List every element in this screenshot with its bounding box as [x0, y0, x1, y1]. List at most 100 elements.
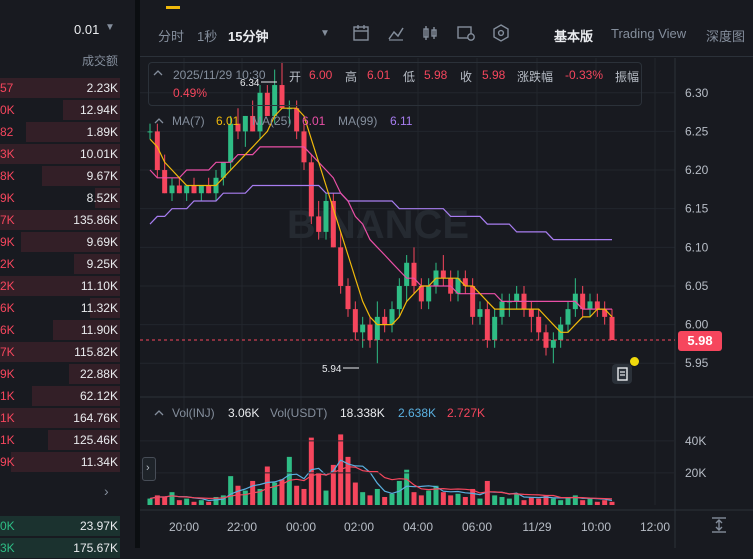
- scroll-left-handle[interactable]: ›: [142, 457, 156, 481]
- y-tick-label: 6.30: [685, 86, 709, 100]
- volume-bar: [213, 496, 219, 505]
- price-precision[interactable]: 0.01: [74, 22, 100, 37]
- volume-bar: [492, 495, 498, 505]
- x-tick-label: 00:00: [286, 520, 316, 534]
- candle-body: [404, 262, 410, 286]
- candle-body: [169, 185, 175, 194]
- trades-panel: 0.01 ▼ 成交额 57 2.23K 0K 12.94K 82 1.89K 3K 10.01…: [0, 0, 135, 558]
- trade-amount: 22.88K: [79, 367, 118, 381]
- y-tick-label: 6.15: [685, 202, 709, 216]
- trade-price: 2K: [0, 257, 15, 271]
- trade-price: 9K: [0, 367, 15, 381]
- trade-amount: 1.89K: [86, 125, 118, 139]
- candle-body: [462, 278, 468, 286]
- y-tick-label: 6.25: [685, 124, 709, 138]
- depth-bar: [11, 452, 120, 472]
- x-tick-label: 10:00: [581, 520, 611, 534]
- trade-amount: 9.67K: [86, 169, 118, 183]
- axis-scale-icon[interactable]: [710, 516, 728, 534]
- tab-time[interactable]: 分时: [158, 29, 185, 44]
- trade-amount: 164.76K: [73, 411, 118, 425]
- chevron-down-icon[interactable]: ▼: [105, 22, 115, 33]
- vol-usdt-value: 18.338K: [340, 406, 385, 420]
- candle-body: [308, 162, 314, 217]
- volume-bar: [609, 501, 615, 505]
- candle-body: [191, 185, 197, 194]
- tab-basic[interactable]: 基本版: [554, 29, 594, 44]
- volume-bar: [162, 496, 168, 505]
- trade-row: 0K 12.94K: [0, 99, 120, 121]
- volume-bar: [587, 498, 593, 505]
- volume-bar: [594, 501, 600, 505]
- vol-ma2-value: 2.727K: [447, 406, 486, 420]
- trade-amount: 175.67K: [73, 541, 118, 555]
- ma99-value: 6.11: [390, 114, 413, 128]
- volume-bar: [565, 496, 571, 505]
- depth-bar: [90, 298, 120, 318]
- open-label: 开: [289, 70, 302, 84]
- x-tick-label: 12:00: [640, 520, 670, 534]
- indicator-chart-icon[interactable]: [387, 24, 405, 42]
- hexagon-settings-icon[interactable]: [492, 24, 510, 42]
- trade-row: 0K 23.97K: [0, 515, 120, 537]
- candle-body: [264, 92, 270, 116]
- trade-price: 9K: [0, 191, 15, 205]
- tab-15m[interactable]: 15分钟: [228, 29, 269, 44]
- candlestick-chart[interactable]: 6.30 6.25 6.20 6.15 6.10 6.05 6.00 5.95 20:00 22:…: [140, 0, 753, 548]
- candle-body: [228, 123, 234, 163]
- tab-depth[interactable]: 深度图: [706, 29, 746, 44]
- candle-body: [147, 131, 153, 133]
- x-tick-label: 11/29: [522, 520, 551, 534]
- tab-tradingview[interactable]: Trading View: [611, 26, 687, 41]
- chevron-right-small-icon: ›: [146, 462, 150, 474]
- candle-body: [330, 200, 336, 248]
- trade-amount: 115.82K: [74, 345, 118, 359]
- vol-usdt-label: Vol(USDT): [270, 406, 328, 420]
- volume-bar: [477, 498, 483, 505]
- chart-settings-icon[interactable]: [456, 24, 476, 42]
- close-value: 5.98: [482, 68, 506, 82]
- trade-row: 1K 125.46K: [0, 429, 120, 451]
- interval-chevron-down-icon[interactable]: ▼: [320, 28, 330, 39]
- depth-bar: [21, 232, 120, 252]
- candle-body: [176, 185, 182, 194]
- trade-amount: 10.01K: [79, 147, 118, 161]
- trade-row: 8K 9.67K: [0, 165, 120, 187]
- volume-bar: [602, 500, 608, 505]
- trade-price: 82: [0, 125, 14, 139]
- ma25-line: [149, 146, 612, 310]
- candle-body: [602, 309, 608, 317]
- candle-type-icon[interactable]: [421, 24, 439, 42]
- candle-body: [550, 340, 556, 348]
- trade-price: 7K: [0, 345, 15, 359]
- volume-bar: [330, 464, 336, 505]
- order-book-icon[interactable]: [612, 364, 632, 384]
- low-label: 低: [403, 70, 416, 84]
- x-tick-label: 22:00: [227, 520, 257, 534]
- depth-bar: [74, 254, 120, 274]
- vol-ma-line: [149, 459, 613, 502]
- depth-bar: [0, 342, 120, 362]
- chevron-right-icon[interactable]: ›: [104, 483, 109, 499]
- trade-price: 1K: [0, 433, 15, 447]
- collapse-chevron-up-icon[interactable]: [153, 68, 163, 78]
- candle-body: [528, 309, 534, 317]
- volume-bar: [418, 495, 424, 505]
- candle-body: [374, 316, 380, 341]
- candle-body: [162, 170, 168, 194]
- candle-body: [294, 108, 300, 132]
- ma99-label: MA(99): [338, 114, 378, 128]
- calendar-icon[interactable]: [352, 24, 370, 42]
- trade-price: 0K: [0, 519, 15, 533]
- candle-body: [242, 115, 248, 132]
- trade-row: 9K 9.69K: [0, 231, 120, 253]
- volume-bar: [536, 498, 542, 505]
- volume-bar: [448, 495, 454, 505]
- tab-1s[interactable]: 1秒: [197, 29, 218, 44]
- vol-toggle-chevron-icon[interactable]: [154, 408, 164, 418]
- depth-bar: [0, 144, 120, 164]
- candle-body: [492, 316, 498, 341]
- watermark: BINANCE: [287, 203, 469, 247]
- trade-row: 3K 10.01K: [0, 143, 120, 165]
- ma-toggle-chevron-icon[interactable]: [154, 116, 164, 126]
